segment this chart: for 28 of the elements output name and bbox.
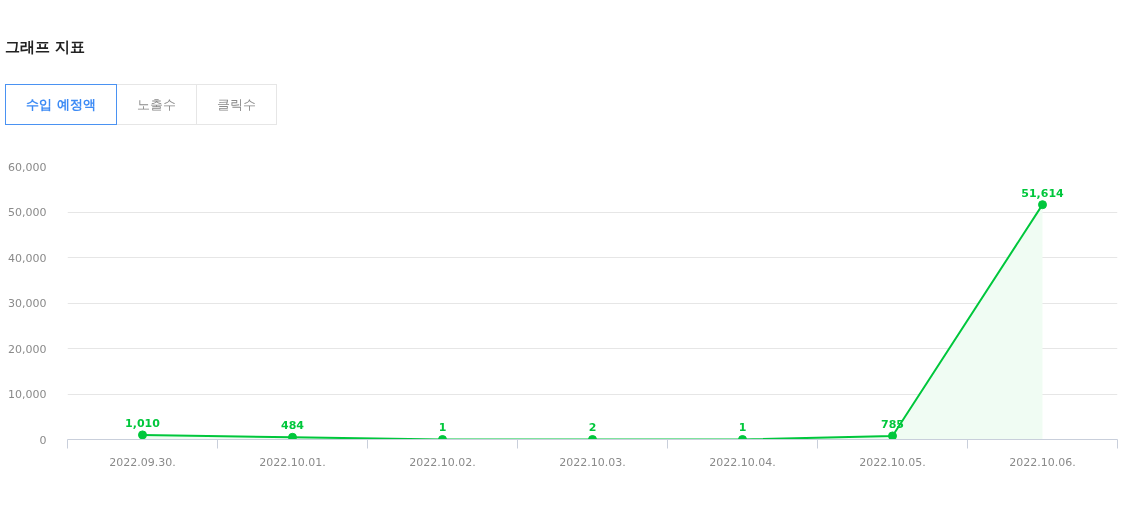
x-tick-label: 2022.10.01. [259,455,326,469]
y-tick-label: 20,000 [8,342,47,356]
x-tick-label: 2022.10.05. [859,455,926,469]
x-tick-label: 2022.10.02. [409,455,476,469]
y-tick-label: 30,000 [8,297,47,310]
data-label: 1,010 [125,416,161,430]
y-tick-label: 0 [39,433,47,447]
y-tick-label: 50,000 [8,206,47,219]
x-tick-label: 2022.10.03. [559,455,626,469]
y-tick-label: 60,000 [8,160,47,174]
chart-title: 그래프 지표 [5,37,86,58]
data-label: 1 [438,421,447,435]
tab: 클릭수 [196,84,277,125]
point [1038,200,1047,210]
tab: 노출수 [116,84,197,125]
data-label: 51,614 [1021,186,1065,200]
data-label: 2 [588,421,597,435]
x-tick-label: 2022.09.30. [109,455,176,469]
point [888,431,897,440]
point [288,432,297,440]
tab: 수입 예정액 [5,84,117,125]
y-tick-label: 40,000 [8,251,47,265]
data-label: 1 [738,421,747,435]
point [138,430,147,440]
x-tick-label: 2022.10.04. [709,455,776,469]
data-label: 484 [281,419,305,433]
x-tick-label: 2022.10.06. [1009,455,1076,469]
y-tick-label: 10,000 [8,388,47,401]
